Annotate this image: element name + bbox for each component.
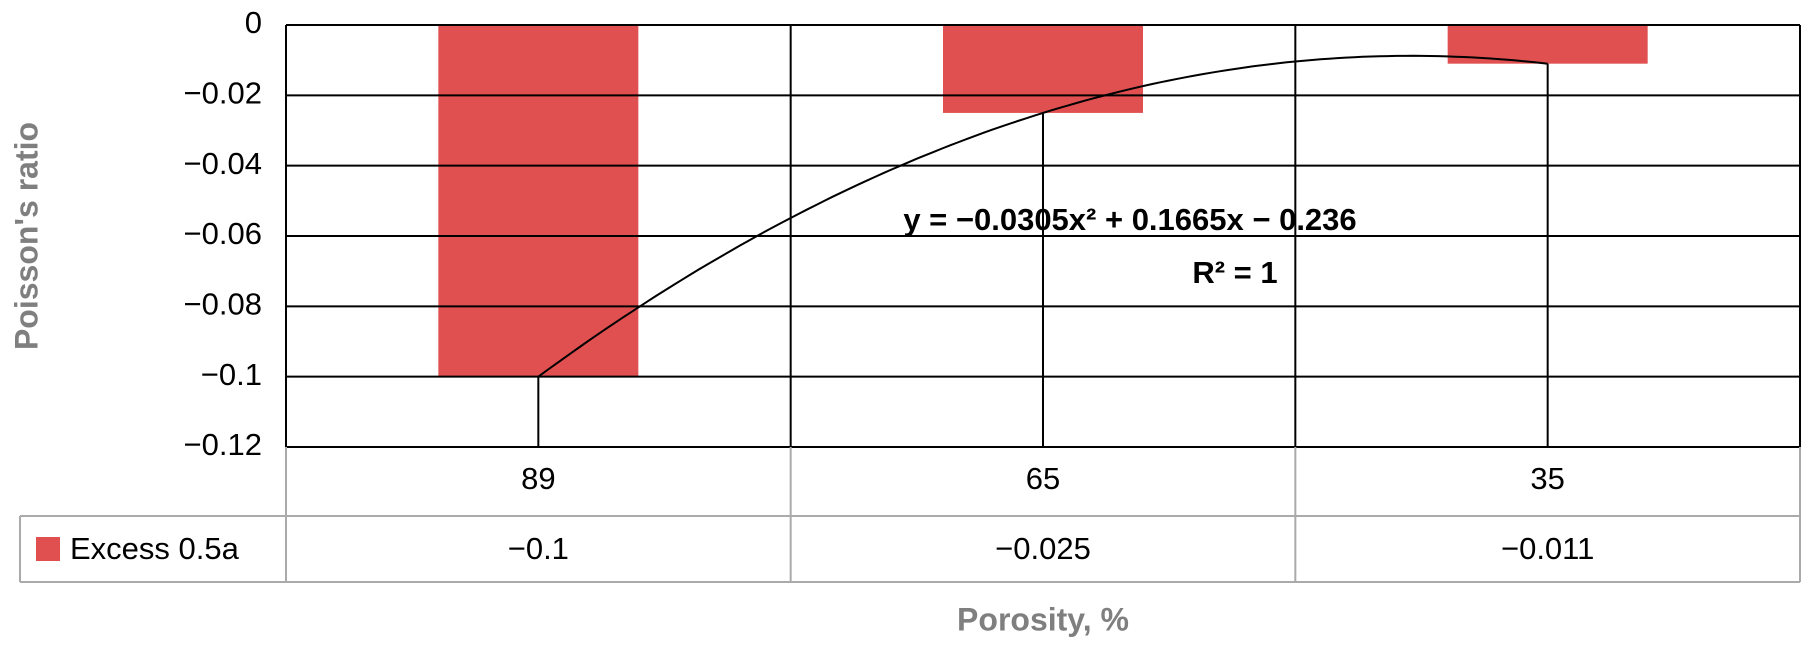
trendline <box>537 54 1548 378</box>
y-tick-label: −0.12 <box>184 427 262 462</box>
x-tick-label: 65 <box>1026 461 1060 496</box>
y-tick-label: −0.04 <box>184 146 262 181</box>
y-tick-label: −0.08 <box>184 287 262 322</box>
data-table-value: −0.1 <box>508 531 569 566</box>
y-tick-label: −0.06 <box>184 216 262 251</box>
legend-label: Excess 0.5a <box>70 531 240 566</box>
r-squared: R² = 1 <box>1192 255 1277 290</box>
x-tick-label: 35 <box>1530 461 1564 496</box>
x-axis-title: Porosity, % <box>957 601 1129 637</box>
legend-swatch <box>36 537 60 561</box>
y-tick-label: −0.02 <box>184 76 262 111</box>
trendline-equation: y = −0.0305x² + 0.1665x − 0.236 <box>903 202 1356 237</box>
bar <box>438 25 639 377</box>
y-axis-title: Poisson's ratio <box>8 122 44 350</box>
x-tick-label: 89 <box>521 461 555 496</box>
data-table-value: −0.025 <box>995 531 1091 566</box>
y-tick-label: −0.1 <box>201 357 262 392</box>
y-tick-label: 0 <box>245 5 262 40</box>
data-table-value: −0.011 <box>1501 531 1594 566</box>
bar <box>943 25 1143 113</box>
